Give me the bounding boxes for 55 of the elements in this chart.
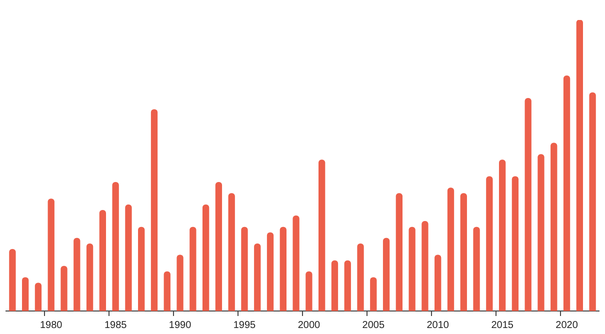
bar (382, 238, 390, 311)
bar (486, 176, 493, 311)
bar (422, 221, 428, 311)
bar (112, 182, 119, 311)
bar (524, 98, 532, 311)
x-tick-label: 1990 (168, 320, 192, 331)
bar (408, 226, 416, 311)
x-tick-label: 1995 (233, 320, 256, 331)
bar (498, 160, 506, 311)
bar (434, 254, 442, 311)
bar (331, 260, 338, 311)
bar (9, 248, 16, 311)
bar (241, 226, 248, 311)
bar (396, 193, 403, 311)
x-tick-label: 1980 (40, 320, 63, 331)
bar (344, 260, 351, 311)
x-tick-label: 1985 (104, 320, 128, 331)
bar (34, 282, 42, 311)
bar (74, 238, 80, 311)
bar (48, 198, 54, 311)
x-tick-label: 2015 (491, 320, 514, 331)
bar (125, 204, 132, 311)
x-tick-label: 2020 (556, 320, 578, 331)
bar (176, 254, 184, 311)
bar (447, 188, 454, 311)
bar (202, 204, 210, 311)
bar (357, 243, 364, 311)
bar (215, 182, 222, 311)
bar (254, 243, 261, 311)
x-tick-label: 2010 (426, 320, 450, 331)
bar (280, 226, 286, 311)
bar (99, 210, 106, 311)
bar (60, 266, 68, 311)
bar (150, 109, 158, 311)
bar (512, 176, 519, 311)
bar (164, 271, 170, 311)
bar (266, 232, 274, 311)
bar (86, 243, 94, 311)
bar (190, 226, 196, 311)
bar (576, 20, 583, 311)
bar (550, 142, 558, 311)
bar (306, 271, 312, 311)
bar (370, 277, 377, 311)
bar (22, 277, 29, 311)
bar (138, 226, 145, 311)
x-tick-label: 2005 (362, 320, 385, 331)
bar (292, 216, 300, 311)
bar (563, 76, 570, 311)
bar (460, 193, 467, 311)
bar (473, 226, 480, 311)
bar (318, 160, 326, 311)
bar (589, 92, 596, 311)
bar (228, 193, 235, 311)
x-tick-label: 2000 (298, 320, 321, 331)
bar (538, 154, 544, 311)
